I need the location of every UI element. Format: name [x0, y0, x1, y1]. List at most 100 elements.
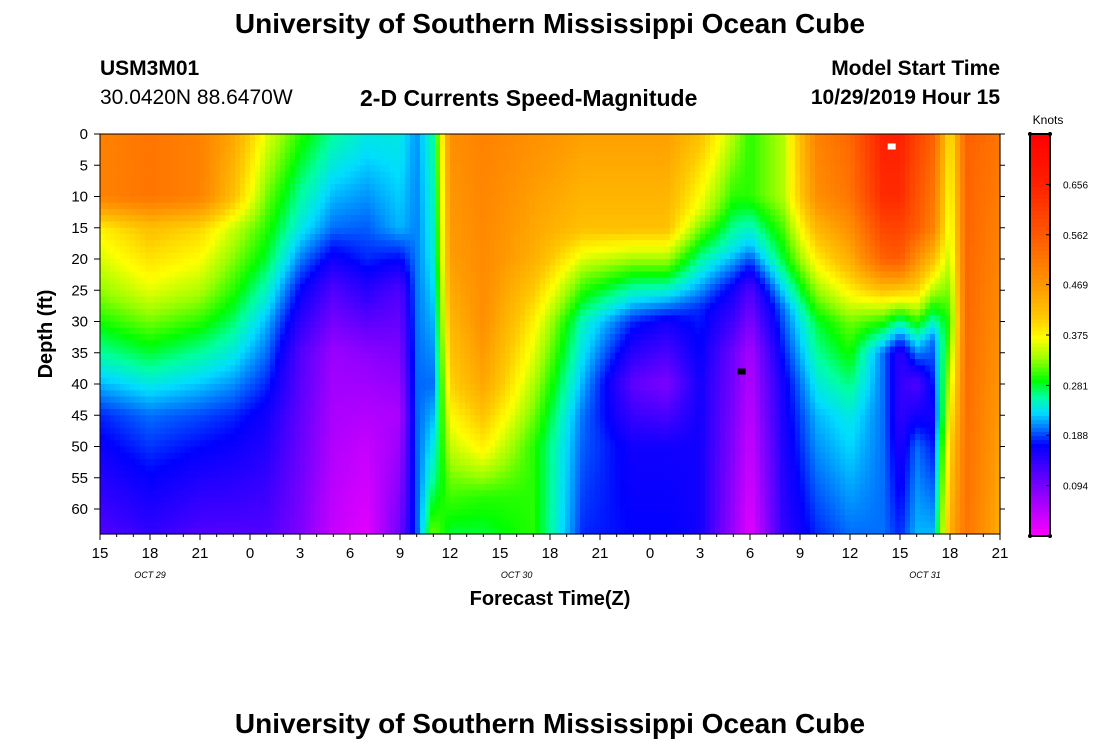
heatmap-cell [120, 465, 126, 473]
heatmap-cell [335, 202, 341, 210]
heatmap-cell [195, 434, 201, 441]
heatmap-cell [300, 177, 306, 185]
heatmap-cell [210, 334, 216, 341]
heatmap-cell [145, 421, 151, 429]
heatmap-cell [230, 202, 236, 210]
heatmap-cell [290, 515, 296, 523]
heatmap-cell [465, 209, 471, 216]
heatmap-cell [190, 140, 196, 148]
heatmap-cell [265, 365, 271, 373]
heatmap-cell [220, 196, 226, 204]
heatmap-cell [415, 371, 421, 379]
heatmap-cell [290, 377, 296, 385]
heatmap-cell [195, 371, 201, 379]
heatmap-cell [410, 190, 416, 198]
heatmap-cell [430, 384, 436, 391]
heatmap-cell [455, 315, 461, 323]
heatmap-cell [145, 190, 151, 198]
heatmap-cell [415, 465, 421, 473]
heatmap-cell [305, 140, 311, 148]
heatmap-cell [325, 227, 331, 235]
heatmap-cell [190, 221, 196, 229]
heatmap-cell [380, 402, 386, 410]
heatmap-cell [370, 440, 376, 448]
heatmap-cell [435, 327, 441, 335]
heatmap-cell [185, 215, 191, 223]
heatmap-cell [460, 459, 466, 466]
heatmap-cell [165, 152, 171, 160]
heatmap-cell [365, 302, 371, 310]
heatmap-cell [350, 190, 356, 198]
heatmap-cell [480, 159, 486, 166]
heatmap-cell [340, 290, 346, 298]
heatmap-cell [295, 465, 301, 473]
heatmap-cell [125, 240, 131, 248]
heatmap-cell [305, 452, 311, 460]
heatmap-cell [200, 377, 206, 385]
heatmap-cell [330, 321, 336, 329]
heatmap-cell [260, 459, 266, 466]
heatmap-cell [155, 152, 161, 160]
heatmap-cell [155, 390, 161, 398]
heatmap-cell [210, 171, 216, 179]
heatmap-cell [470, 309, 476, 316]
heatmap-cell [230, 327, 236, 335]
heatmap-cell [400, 521, 406, 529]
heatmap-cell [115, 140, 121, 148]
heatmap-cell [475, 315, 481, 323]
heatmap-cell [235, 434, 241, 441]
heatmap-cell [215, 427, 221, 435]
heatmap-cell [290, 284, 296, 291]
heatmap-cell [445, 321, 451, 329]
heatmap-cell [435, 171, 441, 179]
heatmap-cell [325, 302, 331, 310]
heatmap-cell [315, 427, 321, 435]
heatmap-cell [265, 359, 271, 366]
heatmap-cell [325, 427, 331, 435]
heatmap-cell [275, 365, 281, 373]
heatmap-cell [235, 184, 241, 191]
heatmap-cell [310, 477, 316, 485]
heatmap-cell [205, 290, 211, 298]
heatmap-cell [380, 290, 386, 298]
heatmap-cell [225, 471, 231, 479]
heatmap-cell [335, 165, 341, 173]
heatmap-cell [175, 377, 181, 385]
heatmap-cell [365, 190, 371, 198]
heatmap-cell [270, 509, 276, 516]
heatmap-cell [480, 321, 486, 329]
heatmap-cell [240, 134, 246, 141]
heatmap-cell [335, 427, 341, 435]
heatmap-cell [335, 140, 341, 148]
heatmap-cell [225, 502, 231, 510]
heatmap-cell [450, 209, 456, 216]
heatmap-cell [265, 384, 271, 391]
heatmap-cell [380, 215, 386, 223]
heatmap-cell [110, 271, 116, 279]
heatmap-cell [140, 434, 146, 441]
heatmap-cell [115, 484, 121, 491]
heatmap-cell [210, 221, 216, 229]
heatmap-cell [180, 271, 186, 279]
heatmap-cell [470, 527, 476, 535]
heatmap-cell [235, 377, 241, 385]
heatmap-cell [420, 284, 426, 291]
heatmap-cell [175, 321, 181, 329]
heatmap-cell [320, 190, 326, 198]
heatmap-cell [380, 315, 386, 323]
heatmap-cell [385, 496, 391, 504]
heatmap-cell [260, 371, 266, 379]
heatmap-cell [390, 177, 396, 185]
heatmap-cell [120, 365, 126, 373]
heatmap-cell [385, 290, 391, 298]
heatmap-cell [170, 296, 176, 304]
heatmap-cell [440, 284, 446, 291]
heatmap-cell [310, 290, 316, 298]
heatmap-cell [220, 352, 226, 360]
heatmap-cell [150, 509, 156, 516]
heatmap-cell [265, 484, 271, 491]
heatmap-cell [125, 359, 131, 366]
heatmap-cell [265, 521, 271, 529]
heatmap-cell [190, 384, 196, 391]
heatmap-cell [100, 221, 106, 229]
